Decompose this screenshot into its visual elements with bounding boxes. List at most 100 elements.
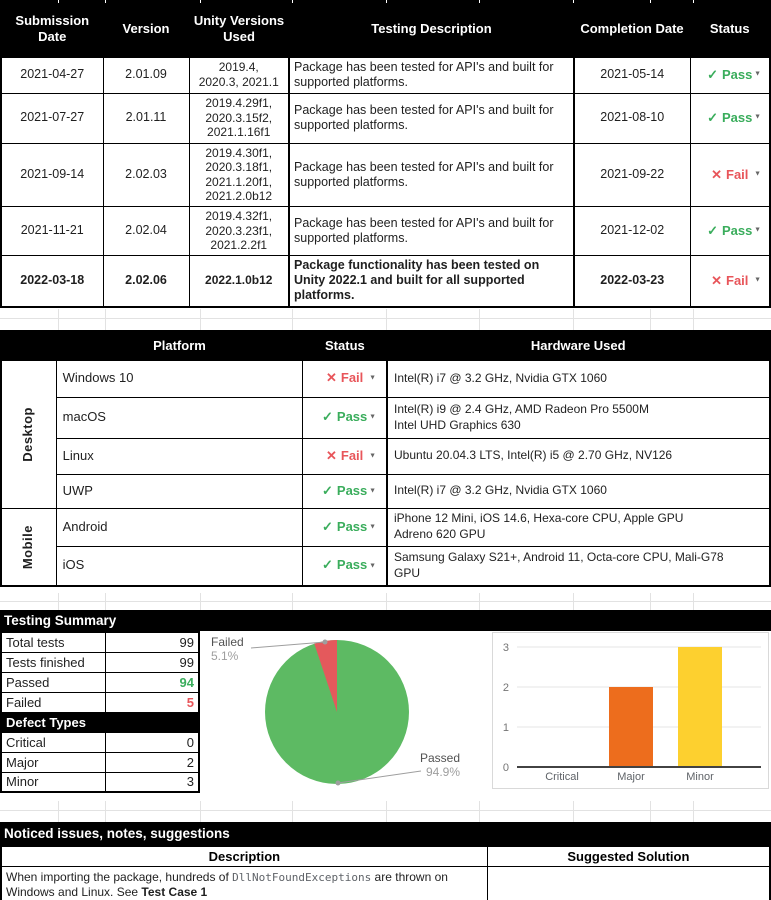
description-cell: Package has been tested for API's and bu… — [288, 92, 575, 144]
platform-row: macOS ✓ Pass ▼ Intel(R) i9 @ 2.4 GHz, AMD … — [1, 396, 771, 439]
status-cell: ✓ Pass ▼ — [689, 92, 771, 144]
svg-text:2: 2 — [503, 682, 509, 694]
summary-row: Tests finished 99 — [0, 651, 200, 673]
dropdown-arrow-icon[interactable]: ▼ — [754, 276, 761, 284]
hardware-cell: Intel(R) i7 @ 3.2 GHz, Nvidia GTX 1060 — [386, 473, 771, 509]
group-label-mobile: Mobile — [0, 507, 57, 587]
status-dropdown[interactable]: ✕ Fail — [711, 166, 749, 182]
col-header-group — [0, 330, 57, 361]
unity-versions-cell: 2019.4, 2020.3, 2021.1 — [188, 56, 290, 94]
bar-category-label: Major — [617, 771, 645, 783]
col-header-status: Status — [689, 0, 771, 58]
status-cell: ✕ Fail ▼ — [689, 142, 771, 207]
dropdown-arrow-icon[interactable]: ▼ — [754, 70, 761, 78]
dropdown-arrow-icon[interactable]: ▼ — [369, 413, 376, 421]
status-cell: ✓ Pass ▼ — [689, 206, 771, 256]
col-header-completion-date: Completion Date — [573, 0, 691, 58]
status-dropdown[interactable]: ✕ Fail — [325, 447, 364, 463]
sheet-gridline-tick — [58, 0, 59, 3]
submission-row: 2022-03-18 2.02.06 2022.1.0b12 Package f… — [0, 254, 771, 308]
platform-row: Mobile Android ✓ Pass ▼ iPhone 12 Mini, iO… — [0, 507, 771, 587]
x-icon: ✕ — [325, 370, 337, 386]
dropdown-arrow-icon[interactable]: ▼ — [754, 170, 761, 178]
sheet-gridline-tick — [292, 0, 293, 3]
bar-chart: 0 1 2 3 — [492, 632, 769, 789]
platform-row: Desktop Windows 10 ✕ Fail ▼ Intel(R) i7 @ … — [0, 359, 771, 509]
check-icon: ✓ — [707, 223, 719, 238]
version-cell: 2.02.04 — [102, 206, 190, 256]
platform-cell: Android — [55, 507, 304, 547]
dropdown-arrow-icon[interactable]: ▼ — [369, 523, 376, 531]
platform-cell: Linux — [55, 437, 304, 475]
bar-category-label: Critical — [545, 771, 579, 783]
dropdown-arrow-icon[interactable]: ▼ — [369, 562, 376, 570]
status-cell: ✓ Pass ▼ — [302, 545, 389, 587]
status-dropdown[interactable]: ✓ Pass — [322, 409, 368, 425]
col-header-description: Description — [0, 845, 488, 867]
summary-label: Failed — [0, 691, 106, 713]
completion-date-cell: 2021-09-22 — [573, 142, 691, 207]
col-header-submission-date: Submission Date — [0, 0, 104, 58]
version-cell: 2.01.09 — [102, 56, 190, 94]
sheet-gridline-tick — [693, 0, 694, 3]
sheet-gridline-tick — [479, 0, 480, 3]
check-icon: ✓ — [322, 518, 333, 534]
col-header-platform: Platform — [55, 330, 304, 361]
version-cell: 2.02.06 — [102, 254, 190, 308]
summary-value-failed: 5 — [104, 691, 200, 713]
col-header-platform-status: Status — [302, 330, 388, 361]
sheet-gridline-tick — [650, 0, 651, 3]
platform-cell: macOS — [55, 396, 304, 439]
summary-value-passed: 94 — [104, 671, 200, 693]
summary-label: Passed — [0, 671, 106, 693]
dropdown-arrow-icon[interactable]: ▼ — [754, 226, 761, 234]
sheet-gridlines — [0, 309, 771, 330]
check-icon: ✓ — [322, 409, 333, 425]
issue-description-cell: When importing the package, hundreds of … — [0, 865, 488, 900]
col-header-hardware: Hardware Used — [386, 330, 771, 361]
status-dropdown[interactable]: ✕ Fail — [711, 272, 749, 288]
dropdown-arrow-icon[interactable]: ▼ — [754, 113, 761, 121]
version-cell: 2.02.03 — [102, 142, 190, 207]
status-cell: ✕ Fail ▼ — [302, 359, 389, 398]
sheet-gridlines — [0, 593, 771, 610]
platform-row: Linux ✕ Fail ▼ Ubuntu 20.04.3 LTS, Intel(R… — [1, 437, 771, 475]
platform-row: iOS ✓ Pass ▼ Samsung Galaxy S21+, Android … — [1, 545, 771, 587]
status-dropdown[interactable]: ✓ Pass — [322, 482, 368, 498]
sheet-gridline-tick — [573, 0, 574, 3]
defect-label: Major — [0, 751, 106, 773]
sheet-gridline-tick — [386, 0, 387, 3]
platform-cell: iOS — [55, 545, 304, 587]
status-dropdown[interactable]: ✓ Pass — [707, 223, 753, 238]
defect-label: Minor — [0, 771, 106, 793]
unity-versions-cell: 2022.1.0b12 — [188, 254, 290, 308]
hardware-cell: Intel(R) i7 @ 3.2 GHz, Nvidia GTX 1060 — [386, 359, 771, 398]
summary-value: 99 — [104, 651, 200, 673]
hardware-cell: Ubuntu 20.04.3 LTS, Intel(R) i5 @ 2.70 G… — [386, 437, 771, 475]
status-dropdown[interactable]: ✕ Fail — [325, 370, 364, 386]
dropdown-arrow-icon[interactable]: ▼ — [369, 487, 376, 495]
dropdown-arrow-icon[interactable]: ▼ — [369, 374, 376, 382]
dropdown-arrow-icon[interactable]: ▼ — [369, 452, 376, 460]
check-icon: ✓ — [707, 110, 719, 126]
pie-chart — [205, 630, 480, 802]
issue-solution-cell — [486, 865, 771, 900]
description-cell: Package functionality has been tested on… — [288, 254, 575, 308]
issues-table: Description Suggested Solution When impo… — [0, 845, 771, 900]
summary-row: Failed 5 — [0, 691, 200, 713]
status-dropdown[interactable]: ✓ Pass — [322, 518, 368, 534]
bar-category-label: Minor — [686, 771, 714, 783]
completion-date-cell: 2022-03-23 — [573, 254, 691, 308]
check-icon: ✓ — [707, 67, 719, 83]
col-header-testing-description: Testing Description — [288, 0, 575, 58]
status-dropdown[interactable]: ✓ Pass — [707, 67, 753, 83]
status-dropdown[interactable]: ✓ Pass — [707, 110, 753, 126]
submission-date-cell: 2021-09-14 — [0, 142, 104, 207]
summary-row: Total tests 99 — [0, 631, 200, 653]
group-label-desktop: Desktop — [0, 359, 57, 509]
description-cell: Package has been tested for API's and bu… — [288, 206, 575, 256]
unity-versions-cell: 2019.4.29f1, 2020.3.15f2, 2021.1.16f1 — [188, 92, 290, 144]
defect-value: 3 — [104, 771, 200, 793]
platform-cell: UWP — [55, 473, 304, 509]
status-dropdown[interactable]: ✓ Pass — [322, 557, 368, 573]
